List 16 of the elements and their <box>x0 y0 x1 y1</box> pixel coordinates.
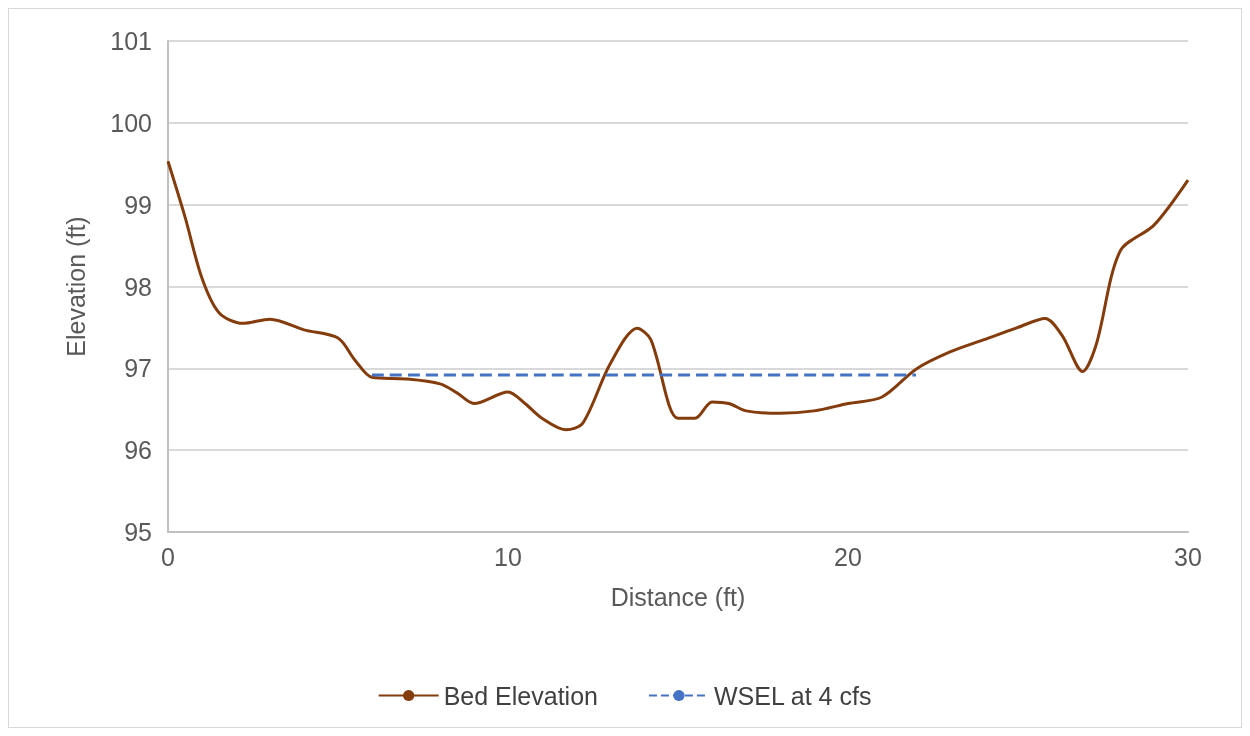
y-axis-title: Elevation (ft) <box>61 216 90 357</box>
legend-label: WSEL at 4 cfs <box>713 681 872 710</box>
x-tick-label: 0 <box>161 542 175 571</box>
y-tick-label: 98 <box>124 272 152 301</box>
y-tick-label: 96 <box>124 436 152 465</box>
y-tick-label: 100 <box>110 108 152 137</box>
x-axis-title: Distance (ft) <box>610 582 746 611</box>
y-tick-label: 97 <box>124 354 152 383</box>
x-tick-label: 10 <box>494 542 522 571</box>
x-tick-label: 30 <box>1174 542 1202 571</box>
x-tick-label: 20 <box>834 542 862 571</box>
y-tick-label: 99 <box>124 190 152 219</box>
line-series <box>166 159 1190 432</box>
legend-label: Bed Elevation <box>443 681 598 710</box>
y-tick-label: 95 <box>124 518 152 546</box>
y-tick-label: 101 <box>110 27 152 55</box>
